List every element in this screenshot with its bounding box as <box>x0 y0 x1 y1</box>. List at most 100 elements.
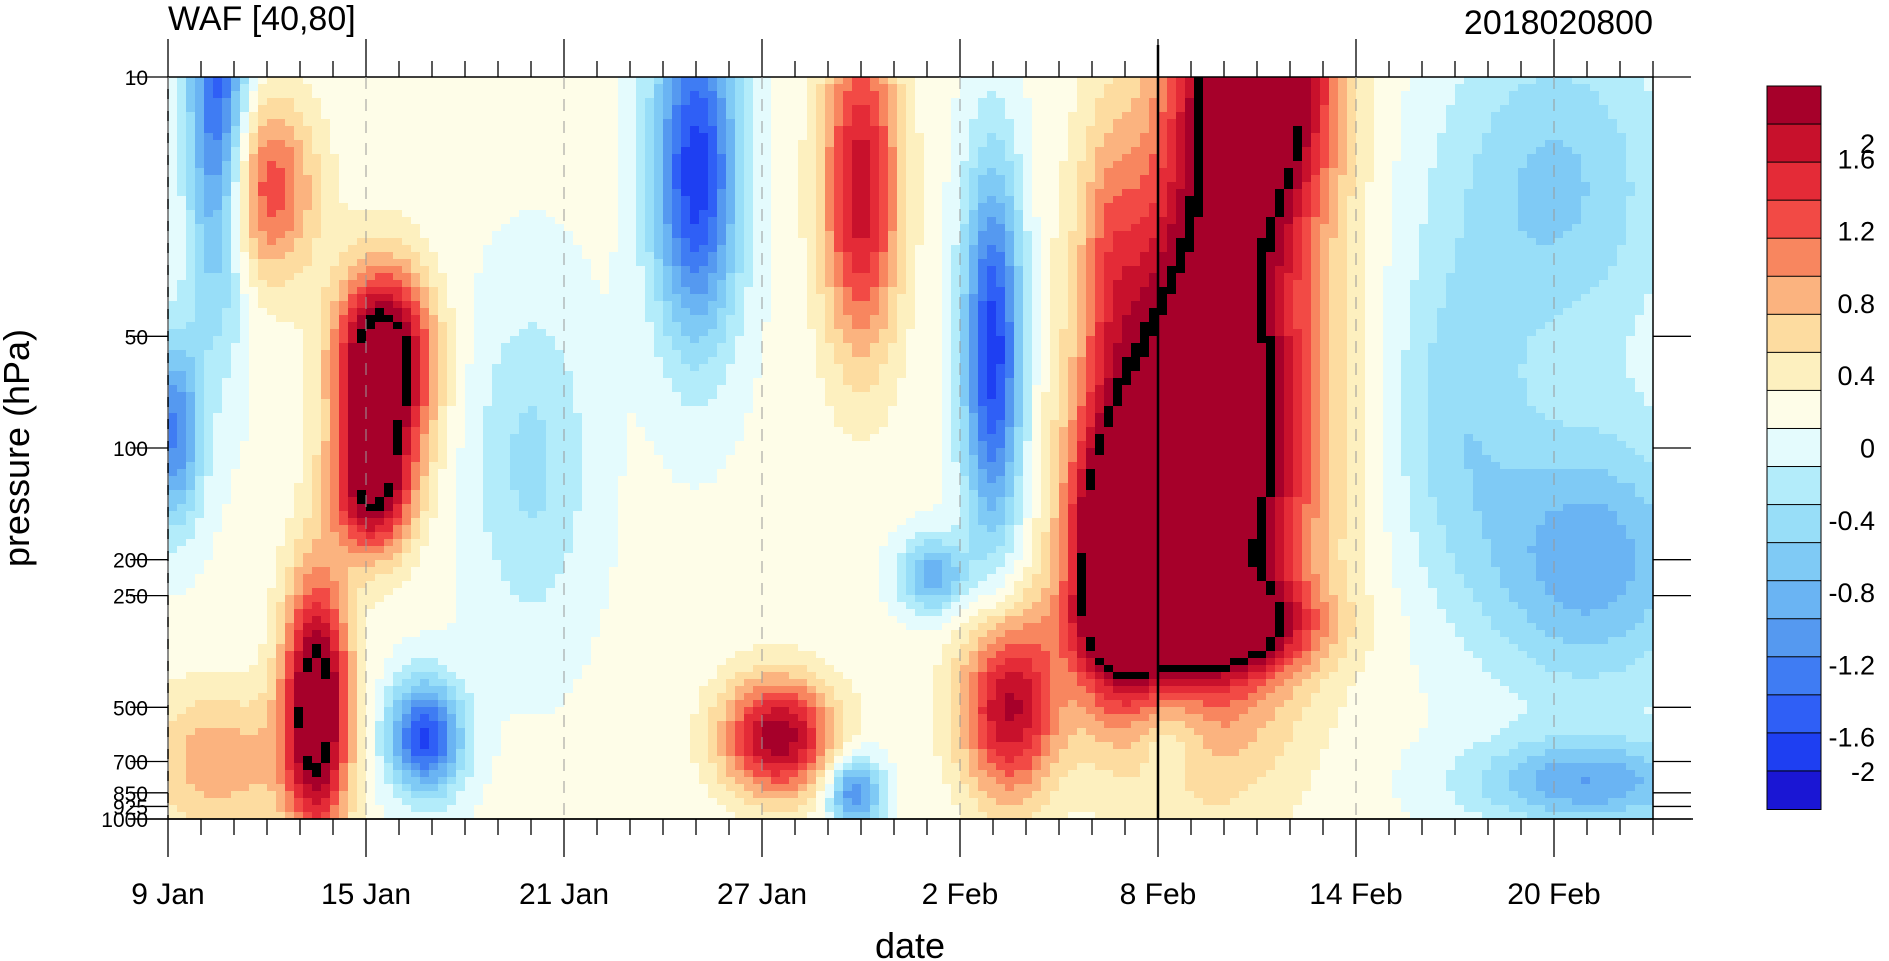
contour-cell <box>573 231 583 239</box>
contour-cell <box>690 77 700 85</box>
contour-cell <box>1338 175 1348 183</box>
contour-cell <box>519 91 529 99</box>
contour-cell <box>888 231 898 239</box>
contour-cell <box>1275 224 1285 232</box>
contour-cell <box>879 119 889 127</box>
contour-cell <box>1230 245 1240 253</box>
contour-cell <box>1554 217 1564 225</box>
contour-cell <box>1320 273 1330 281</box>
contour-cell <box>762 140 772 148</box>
contour-cell <box>465 147 475 155</box>
contour-cell <box>1032 168 1042 176</box>
contour-cell <box>969 196 979 204</box>
contour-cell <box>1536 161 1546 169</box>
contour-cell <box>1041 140 1051 148</box>
contour-cell <box>672 154 682 162</box>
contour-cell <box>699 238 709 246</box>
contour-cell <box>753 140 763 148</box>
contour-cell <box>978 280 988 288</box>
contour-cell <box>816 154 826 162</box>
contour-cell <box>1131 196 1141 204</box>
contour-cell <box>1248 84 1258 92</box>
contour-cell <box>1491 126 1501 134</box>
contour-cell <box>366 133 376 141</box>
contour-cell <box>1347 133 1357 141</box>
contour-cell <box>753 231 763 239</box>
contour-cell <box>1635 182 1645 190</box>
contour-cell <box>1275 168 1285 176</box>
contour-cell <box>807 154 817 162</box>
contour-cell <box>240 259 250 267</box>
contour-cell <box>339 77 349 85</box>
contour-cell <box>1257 98 1267 106</box>
contour-cell <box>195 98 205 106</box>
contour-cell <box>366 77 376 85</box>
contour-cell <box>1608 77 1618 85</box>
contour-cell <box>1464 203 1474 211</box>
contour-cell <box>906 133 916 141</box>
contour-cell <box>438 77 448 85</box>
contour-cell <box>555 203 565 211</box>
contour-cell <box>1221 168 1231 176</box>
contour-cell <box>1239 252 1249 260</box>
contour-cell <box>1230 224 1240 232</box>
contour-cell <box>1167 259 1177 267</box>
contour-cell <box>1122 147 1132 155</box>
contour-cell <box>501 84 511 92</box>
contour-cell <box>1284 280 1294 288</box>
contour-cell <box>528 133 538 141</box>
contour-cell <box>672 224 682 232</box>
contour-cell <box>870 252 880 260</box>
contour-cell <box>654 119 664 127</box>
contour-cell <box>1581 203 1591 211</box>
contour-cell <box>1284 266 1294 274</box>
contour-cell <box>1581 196 1591 204</box>
contour-cell <box>1590 133 1600 141</box>
contour-cell <box>1455 259 1465 267</box>
contour-cell <box>1077 252 1087 260</box>
contour-cell <box>438 252 448 260</box>
contour-cell <box>474 224 484 232</box>
contour-cell <box>321 126 331 134</box>
contour-cell <box>366 217 376 225</box>
contour-cell <box>591 252 601 260</box>
contour-cell <box>1104 252 1114 260</box>
contour-cell <box>1536 280 1546 288</box>
contour-cell <box>1023 217 1033 225</box>
contour-cell <box>465 161 475 169</box>
contour-cell <box>1158 112 1168 120</box>
contour-cell <box>1185 112 1195 120</box>
contour-cell <box>663 126 673 134</box>
contour-cell <box>321 147 331 155</box>
contour-cell <box>969 105 979 113</box>
contour-cell <box>537 280 547 288</box>
contour-cell <box>1392 77 1402 85</box>
contour-cell <box>186 273 196 281</box>
contour-cell <box>1419 91 1429 99</box>
contour-cell <box>1554 98 1564 106</box>
contour-cell <box>726 77 736 85</box>
contour-cell <box>276 98 286 106</box>
contour-cell <box>1059 182 1069 190</box>
contour-cell <box>780 196 790 204</box>
contour-cell <box>1257 280 1267 288</box>
contour-cell <box>1365 140 1375 148</box>
contour-cell <box>1293 217 1303 225</box>
contour-cell <box>1266 182 1276 190</box>
contour-cell <box>1455 161 1465 169</box>
contour-cell <box>1563 280 1573 288</box>
contour-cell <box>1383 245 1393 253</box>
contour-cell <box>762 175 772 183</box>
contour-cell <box>1599 259 1609 267</box>
contour-cell <box>1329 98 1339 106</box>
contour-cell <box>1320 238 1330 246</box>
contour-cell <box>420 91 430 99</box>
contour-cell <box>735 133 745 141</box>
contour-cell <box>1473 140 1483 148</box>
contour-cell <box>501 259 511 267</box>
contour-cell <box>1392 231 1402 239</box>
contour-cell <box>456 105 466 113</box>
contour-cell <box>393 77 403 85</box>
contour-cell <box>915 112 925 120</box>
contour-cell <box>951 259 961 267</box>
